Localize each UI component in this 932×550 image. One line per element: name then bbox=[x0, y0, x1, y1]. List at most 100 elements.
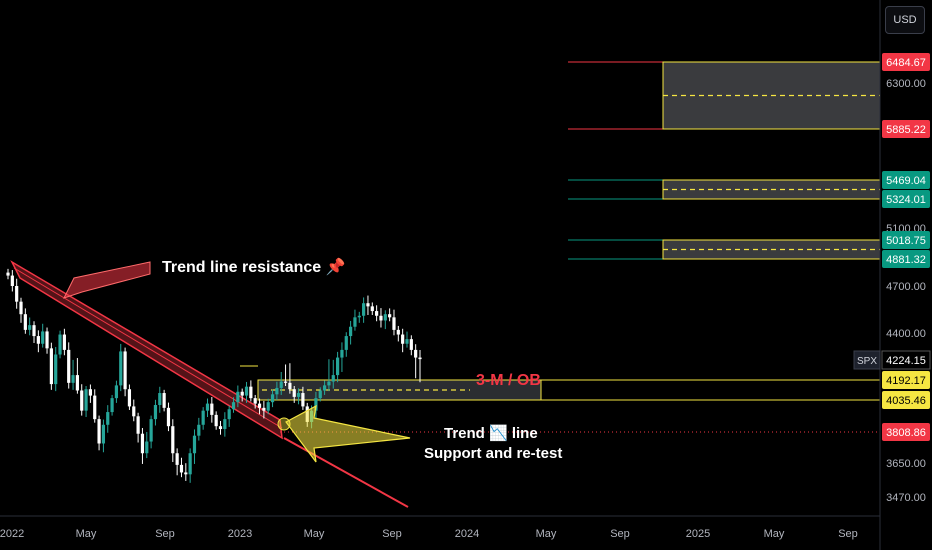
candle bbox=[405, 331, 409, 348]
candle bbox=[153, 399, 158, 426]
price-tag-label: 5469.04 bbox=[886, 175, 926, 187]
candle bbox=[414, 344, 418, 379]
support-label-line2: Support and re-test bbox=[424, 445, 562, 462]
candle bbox=[236, 385, 240, 408]
candle bbox=[62, 328, 66, 356]
symbol-tag bbox=[853, 350, 881, 370]
support-label-line1: Trend 📉 line bbox=[444, 424, 538, 442]
y-tick-label: 4700.00 bbox=[886, 281, 926, 293]
candle bbox=[301, 386, 305, 410]
candle bbox=[136, 412, 140, 443]
candle bbox=[110, 394, 114, 416]
candle bbox=[23, 308, 27, 334]
price-tag-green bbox=[882, 190, 930, 208]
candle bbox=[409, 335, 413, 356]
candle bbox=[93, 389, 97, 423]
current-price-tag bbox=[881, 350, 931, 370]
candle bbox=[145, 431, 149, 459]
candle bbox=[158, 386, 162, 413]
candle bbox=[205, 398, 210, 418]
candle bbox=[179, 457, 184, 478]
candle bbox=[388, 308, 392, 322]
candle bbox=[240, 388, 244, 402]
y-tick-label: 3650.00 bbox=[886, 458, 926, 470]
candle bbox=[114, 380, 119, 403]
candle bbox=[279, 371, 283, 395]
candle bbox=[270, 389, 275, 408]
price-tag-red bbox=[882, 53, 930, 71]
candle bbox=[331, 359, 335, 389]
price-tag-label: 4192.17 bbox=[886, 375, 926, 387]
trend-channel-mid-line bbox=[13, 267, 283, 429]
symbol-label: SPX bbox=[857, 356, 877, 367]
y-tick-label: 4400.00 bbox=[886, 328, 926, 340]
candle bbox=[362, 297, 366, 323]
trendline-layer bbox=[10, 260, 409, 508]
candle bbox=[80, 384, 84, 416]
candles-layer bbox=[6, 268, 422, 483]
candle bbox=[383, 310, 387, 330]
candle bbox=[223, 412, 227, 437]
x-tick-label: Sep bbox=[382, 528, 402, 540]
x-tick-label: 2023 bbox=[228, 528, 252, 540]
candle bbox=[32, 321, 36, 343]
candle bbox=[54, 346, 58, 392]
price-tag-yellow bbox=[882, 371, 930, 389]
candle bbox=[292, 386, 296, 403]
candle bbox=[262, 400, 266, 419]
x-tick-label: 2025 bbox=[686, 528, 710, 540]
y-tick-label: 3470.00 bbox=[886, 492, 926, 504]
trend-extension-line[interactable] bbox=[283, 437, 409, 508]
x-tick-label: Sep bbox=[838, 528, 858, 540]
current-price-label: 4224.15 bbox=[886, 355, 926, 367]
price-tag-label: 6484.67 bbox=[886, 57, 926, 69]
price-tag-red bbox=[882, 120, 930, 138]
x-tick-label: Sep bbox=[155, 528, 175, 540]
x-tick-label: 2024 bbox=[455, 528, 479, 540]
candle bbox=[171, 419, 175, 463]
candle bbox=[97, 415, 101, 451]
zones-layer bbox=[240, 61, 881, 433]
candle bbox=[340, 342, 344, 372]
candle bbox=[392, 309, 396, 336]
price-tag-label: 5885.22 bbox=[886, 124, 926, 136]
candle bbox=[28, 317, 32, 336]
candle bbox=[401, 328, 405, 353]
candle bbox=[71, 359, 75, 390]
candle bbox=[149, 415, 153, 449]
price-tag-label: 5018.75 bbox=[886, 235, 926, 247]
candle bbox=[132, 399, 136, 422]
candle bbox=[344, 332, 348, 357]
currency-button[interactable]: USD bbox=[885, 6, 925, 34]
y-tick-label: 6300.00 bbox=[886, 78, 926, 90]
candle bbox=[349, 320, 353, 345]
x-tick-label: Sep bbox=[610, 528, 630, 540]
candle bbox=[75, 358, 79, 394]
x-tick-label: May bbox=[536, 528, 557, 540]
candle bbox=[58, 330, 62, 359]
candle bbox=[184, 463, 188, 481]
candle bbox=[41, 323, 45, 348]
price-tag-green bbox=[882, 171, 930, 189]
candle bbox=[379, 308, 383, 328]
ob-label: 3-M / OB bbox=[476, 372, 541, 389]
x-tick-label: May bbox=[764, 528, 785, 540]
price-tag-label: 3808.86 bbox=[886, 427, 926, 439]
candle bbox=[288, 363, 292, 394]
candle bbox=[249, 380, 253, 402]
x-tick-label: May bbox=[76, 528, 97, 540]
candle bbox=[188, 448, 192, 483]
price-tag-label: 4881.32 bbox=[886, 254, 926, 266]
candle bbox=[45, 327, 49, 354]
candle bbox=[357, 311, 361, 323]
price-tag-green bbox=[882, 250, 930, 268]
candle bbox=[10, 270, 14, 292]
candle bbox=[353, 309, 357, 331]
candle bbox=[296, 388, 301, 405]
annotation-layer: Trend line resistance 📌 3-M / OB Trend 📉 l… bbox=[63, 257, 562, 463]
candle bbox=[36, 330, 40, 353]
trend-channel[interactable] bbox=[10, 260, 283, 440]
candle bbox=[336, 351, 340, 383]
